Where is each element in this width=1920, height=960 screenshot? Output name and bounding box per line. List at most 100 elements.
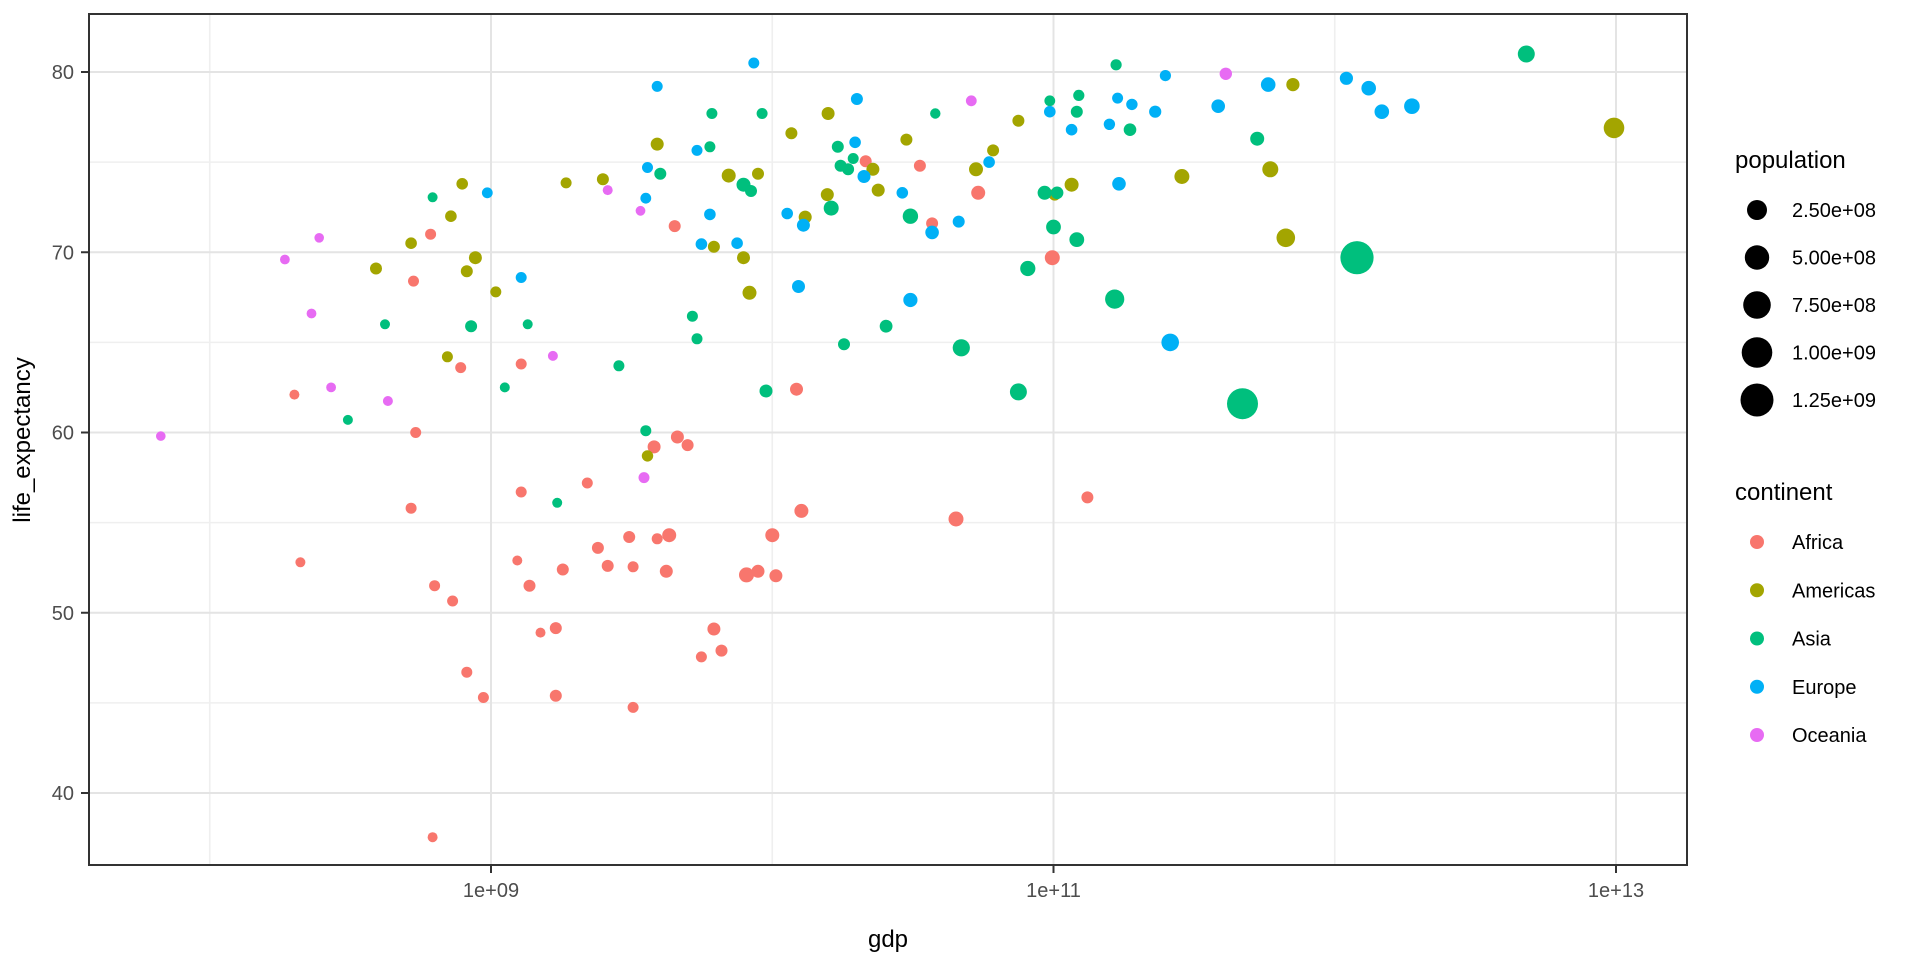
data-point-americas bbox=[650, 137, 664, 151]
data-point-oceania bbox=[638, 472, 650, 484]
data-point-europe bbox=[1103, 118, 1116, 130]
data-point-asia bbox=[380, 319, 390, 330]
data-point-americas bbox=[752, 167, 764, 180]
data-point-africa bbox=[765, 528, 780, 543]
population-legend-label: 7.50e+08 bbox=[1792, 295, 1876, 317]
data-point-asia bbox=[756, 108, 768, 119]
data-point-europe bbox=[1211, 99, 1225, 113]
data-point-africa bbox=[623, 531, 636, 543]
data-point-americas bbox=[405, 237, 417, 249]
data-point-asia bbox=[842, 163, 855, 176]
data-point-asia bbox=[686, 310, 698, 322]
data-point-africa bbox=[707, 622, 721, 636]
data-point-europe bbox=[1044, 105, 1056, 118]
data-point-africa bbox=[556, 563, 569, 576]
data-point-oceania bbox=[382, 396, 393, 406]
data-point-americas bbox=[1262, 161, 1279, 178]
data-point-asia bbox=[759, 384, 773, 398]
data-point-americas bbox=[987, 144, 1000, 157]
data-point-europe bbox=[481, 187, 493, 199]
data-point-americas bbox=[900, 133, 913, 146]
axis-ticks bbox=[81, 71, 1617, 873]
continent-legend-items: Africa Americas Asia Europe Oceania bbox=[1750, 532, 1875, 747]
data-point-africa bbox=[715, 644, 728, 657]
x-tick-label: 1e+11 bbox=[1026, 880, 1081, 902]
data-point-africa bbox=[515, 358, 527, 370]
data-point-africa bbox=[627, 561, 639, 573]
population-legend-items: 2.50e+08 5.00e+08 7.50e+08 1.00e+09 1.25e+09 bbox=[1740, 200, 1876, 417]
data-point-asia bbox=[952, 339, 970, 357]
population-legend-dot bbox=[1741, 337, 1773, 368]
data-point-africa bbox=[659, 564, 673, 578]
data-point-europe bbox=[1161, 333, 1179, 352]
data-point-asia bbox=[427, 192, 438, 203]
data-point-asia bbox=[1046, 219, 1061, 235]
data-point-asia bbox=[831, 140, 844, 153]
data-point-oceania bbox=[965, 95, 977, 107]
data-point-africa bbox=[971, 185, 986, 200]
y-tick-label: 50 bbox=[52, 603, 74, 625]
data-point-americas bbox=[707, 240, 720, 253]
data-point-oceania bbox=[156, 431, 166, 441]
data-point-europe bbox=[903, 292, 918, 308]
data-point-europe bbox=[850, 93, 863, 105]
population-legend-label: 1.25e+09 bbox=[1792, 390, 1876, 412]
x-axis-title: gdp bbox=[868, 926, 908, 953]
data-point-europe bbox=[651, 80, 663, 92]
data-point-europe bbox=[983, 156, 995, 168]
data-point-africa bbox=[591, 541, 604, 554]
data-point-asia bbox=[691, 333, 703, 345]
continent-legend-label: Americas bbox=[1792, 580, 1875, 602]
continent-legend-title: continent bbox=[1735, 479, 1833, 506]
data-point-africa bbox=[647, 440, 661, 454]
data-point-americas bbox=[490, 286, 502, 298]
data-point-africa bbox=[535, 627, 546, 638]
data-point-americas bbox=[721, 168, 736, 183]
data-point-africa bbox=[913, 159, 926, 172]
data-point-americas bbox=[445, 210, 457, 222]
data-point-asia bbox=[1069, 232, 1085, 248]
data-point-africa bbox=[477, 692, 489, 703]
data-point-asia bbox=[930, 108, 941, 119]
data-point-asia bbox=[465, 320, 478, 333]
data-point-americas bbox=[871, 183, 885, 197]
data-point-africa bbox=[769, 569, 783, 583]
data-points bbox=[156, 45, 1625, 843]
data-point-asia bbox=[902, 208, 919, 224]
data-point-asia bbox=[654, 167, 667, 180]
data-point-americas bbox=[370, 262, 382, 275]
data-point-africa bbox=[408, 275, 419, 287]
data-point-africa bbox=[739, 567, 754, 583]
y-tick-label: 40 bbox=[52, 783, 74, 805]
data-point-asia bbox=[1037, 185, 1052, 200]
population-legend-dot bbox=[1744, 245, 1770, 270]
data-point-africa bbox=[429, 580, 441, 592]
data-point-asia bbox=[706, 108, 718, 119]
data-point-americas bbox=[820, 188, 834, 202]
continent-legend-dot-asia bbox=[1750, 631, 1764, 646]
data-point-europe bbox=[695, 238, 708, 250]
data-point-africa bbox=[670, 430, 684, 444]
data-point-europe bbox=[896, 187, 909, 199]
data-point-asia bbox=[1020, 260, 1036, 277]
data-point-africa bbox=[794, 503, 809, 518]
data-point-europe bbox=[792, 280, 805, 293]
data-point-africa bbox=[751, 564, 765, 578]
data-point-oceania bbox=[635, 205, 646, 216]
data-point-asia bbox=[1340, 241, 1374, 275]
data-point-africa bbox=[425, 228, 437, 240]
data-point-oceania bbox=[602, 185, 613, 196]
y-tick-label: 70 bbox=[52, 242, 74, 264]
data-point-europe bbox=[748, 57, 760, 69]
data-point-americas bbox=[1276, 228, 1296, 248]
data-point-oceania bbox=[326, 382, 336, 393]
data-point-europe bbox=[857, 170, 871, 183]
data-point-americas bbox=[742, 285, 757, 300]
x-tick-label: 1e+13 bbox=[1588, 880, 1644, 902]
data-point-europe bbox=[1112, 177, 1126, 191]
data-point-europe bbox=[1065, 123, 1078, 136]
data-point-asia bbox=[1105, 289, 1125, 309]
data-point-africa bbox=[427, 832, 438, 843]
data-point-europe bbox=[1149, 105, 1162, 118]
